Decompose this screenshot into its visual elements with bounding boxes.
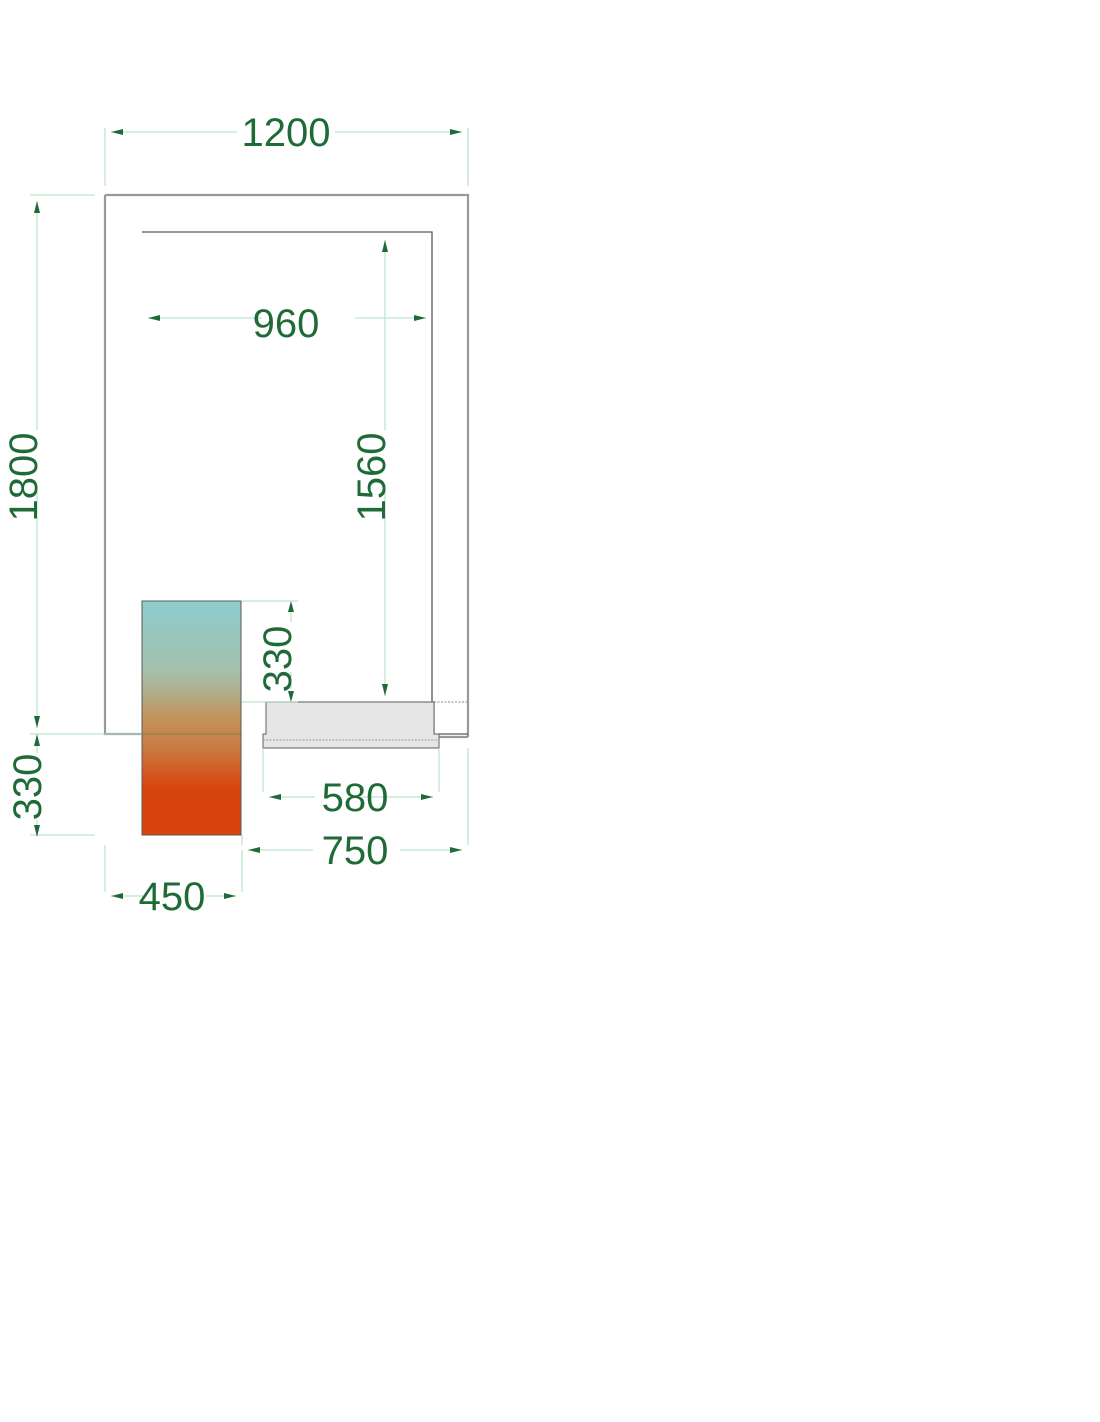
svg-text:330: 330 — [256, 626, 300, 693]
svg-text:750: 750 — [322, 829, 389, 873]
svg-text:960: 960 — [253, 302, 320, 346]
svg-text:1800: 1800 — [2, 433, 46, 522]
svg-text:580: 580 — [322, 776, 389, 820]
svg-text:1200: 1200 — [242, 111, 331, 155]
svg-text:450: 450 — [139, 875, 206, 919]
svg-text:1560: 1560 — [350, 433, 394, 522]
svg-text:330: 330 — [6, 754, 50, 821]
